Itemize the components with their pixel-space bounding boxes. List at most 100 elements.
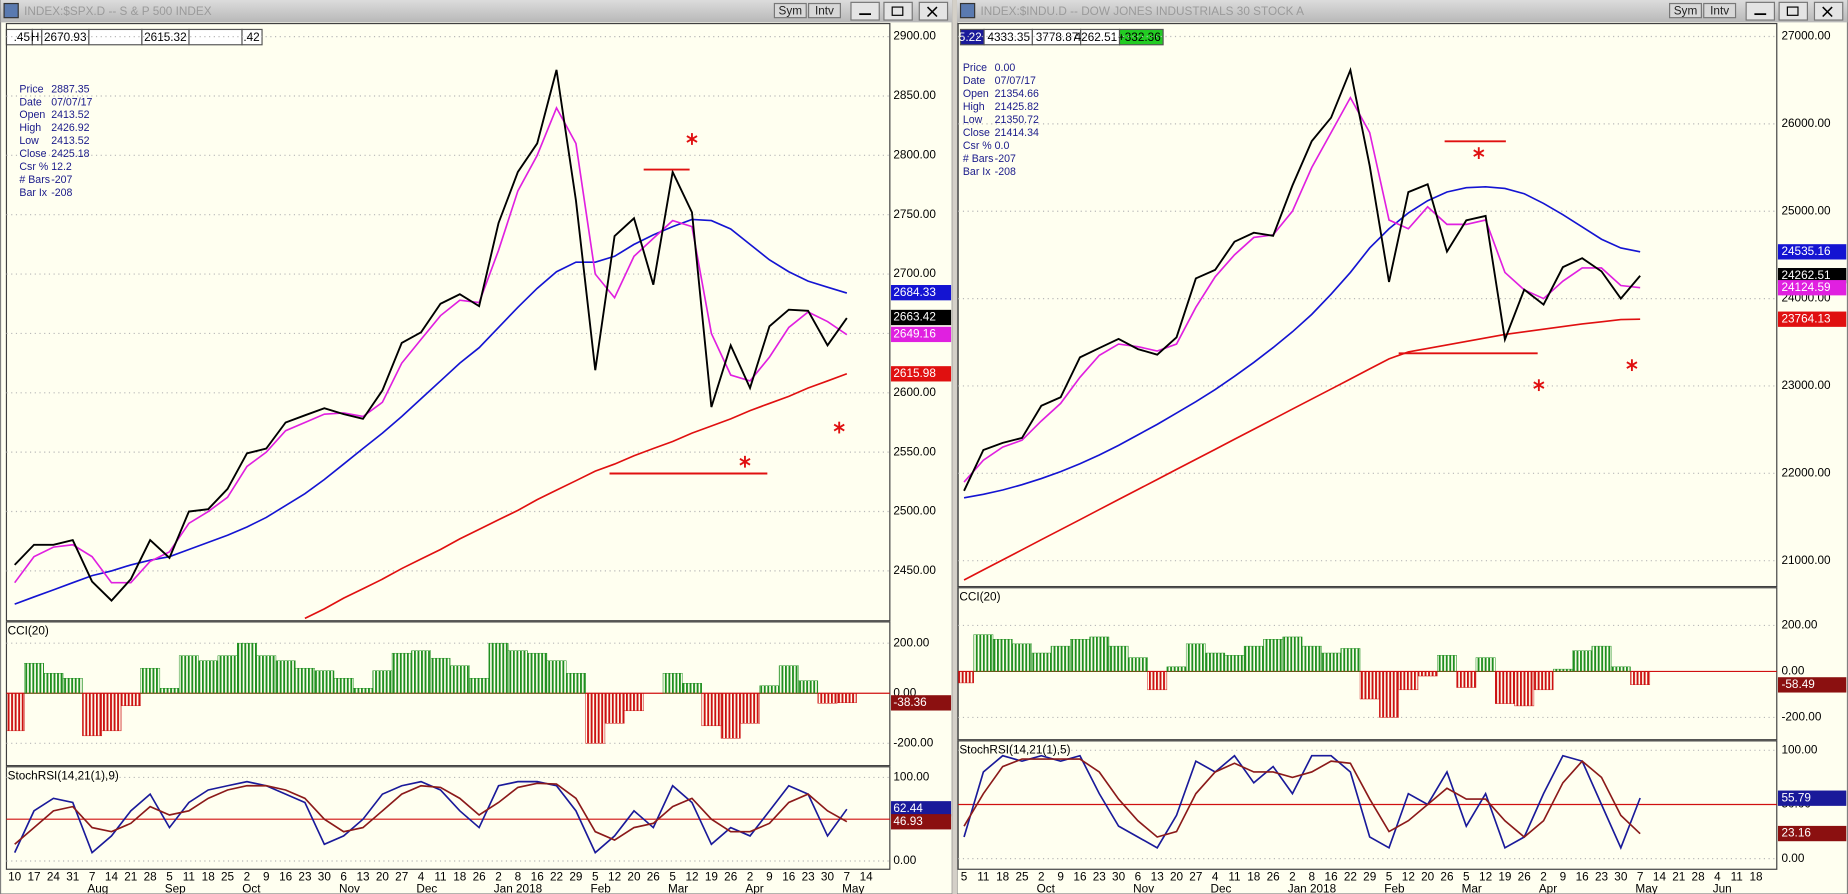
y-tick-label: -200.00 bbox=[1781, 711, 1821, 724]
info-value: 21350.72 bbox=[995, 114, 1039, 126]
date-label: 5 bbox=[592, 871, 599, 884]
info-value: 2425.18 bbox=[51, 148, 89, 160]
date-label: 21 bbox=[1672, 871, 1685, 884]
toolbar-button[interactable] bbox=[773, 2, 807, 19]
toolbar-button-label[interactable]: Intv bbox=[815, 4, 834, 17]
annotation-star bbox=[1533, 379, 1545, 392]
toolbar-button-label[interactable]: Sym bbox=[779, 4, 803, 17]
info-label: High bbox=[19, 122, 41, 134]
date-label: 12 bbox=[1479, 871, 1492, 884]
date-label: 29 bbox=[569, 871, 582, 884]
stoch-panel: 100.0050.000.00StochRSI(14,21(1),9)62.44… bbox=[5, 766, 952, 870]
value-tag bbox=[891, 326, 952, 343]
date-label: 6 bbox=[340, 871, 347, 884]
date-label: 26 bbox=[724, 871, 738, 884]
cci-bar bbox=[507, 650, 528, 694]
info-value: 2887.35 bbox=[51, 83, 89, 95]
value-tag-label: -38.36 bbox=[893, 696, 927, 709]
annotation-star bbox=[739, 455, 751, 468]
cci-bar bbox=[701, 693, 722, 727]
date-label: 6 bbox=[1135, 871, 1142, 884]
toolbar-button-label[interactable]: Sym bbox=[1674, 4, 1698, 17]
info-label: Date bbox=[19, 96, 41, 108]
star-stroke bbox=[1473, 149, 1485, 157]
date-label: 20 bbox=[627, 871, 641, 884]
y-tick-label: 0.00 bbox=[893, 854, 916, 867]
date-label: 5 bbox=[961, 871, 968, 884]
value-tag bbox=[1777, 244, 1847, 260]
cci-bar bbox=[178, 655, 199, 694]
cci-bar bbox=[1417, 671, 1438, 677]
panel-frame bbox=[957, 22, 1778, 588]
month-label: May bbox=[1635, 882, 1657, 894]
star-stroke bbox=[833, 423, 845, 432]
value-tag bbox=[891, 814, 952, 830]
window-background bbox=[0, 0, 953, 894]
max-glyph bbox=[1786, 6, 1799, 16]
info-box: Price 2887.35 Date 07/07/17 Open 2413.52 High 2… bbox=[19, 83, 92, 199]
plot-area bbox=[14, 69, 848, 620]
date-label: 2 bbox=[747, 871, 754, 884]
star-stroke bbox=[1533, 381, 1545, 389]
cci-bar bbox=[372, 670, 393, 694]
cci-bar bbox=[759, 685, 780, 694]
month-label: May bbox=[842, 882, 864, 894]
info-label: Low bbox=[963, 114, 983, 126]
toolbar-button-label[interactable]: Intv bbox=[1710, 4, 1729, 17]
cci-bar bbox=[1282, 636, 1303, 672]
cci-bar bbox=[217, 655, 238, 694]
month-label: Oct bbox=[1037, 882, 1056, 894]
plot-area bbox=[6, 642, 857, 744]
date-label: 11 bbox=[977, 871, 989, 884]
toolbar-button[interactable] bbox=[1669, 2, 1702, 19]
annotation-star bbox=[686, 133, 698, 145]
maximize-button[interactable] bbox=[883, 1, 913, 21]
y-tick-label: 26000.00 bbox=[1781, 117, 1831, 130]
plot-area bbox=[958, 634, 1651, 718]
toolbar-button[interactable] bbox=[807, 2, 841, 19]
price-line bbox=[304, 372, 848, 620]
minimize-button[interactable] bbox=[1745, 1, 1776, 21]
date-label: 2 bbox=[1540, 871, 1547, 884]
cci-bar bbox=[1630, 671, 1651, 685]
cci-bar bbox=[778, 665, 799, 694]
date-label: 23 bbox=[802, 871, 816, 884]
month-label: Jan 2018 bbox=[1288, 882, 1337, 894]
header-value: 3778.87 bbox=[1036, 31, 1079, 44]
cci-bar bbox=[1359, 671, 1380, 700]
cci-bar bbox=[1572, 650, 1593, 672]
value-tag bbox=[891, 695, 952, 711]
panel-label: CCI(20) bbox=[8, 624, 49, 637]
info-value: 12.2 bbox=[51, 161, 72, 173]
date-label: 19 bbox=[1498, 871, 1511, 884]
month-label: Apr bbox=[1539, 882, 1557, 894]
y-tick-label: 100.00 bbox=[1781, 743, 1817, 756]
info-label: Open bbox=[19, 109, 45, 121]
info-value: -208 bbox=[51, 187, 72, 199]
toolbar-button[interactable] bbox=[1703, 2, 1737, 19]
date-label: 13 bbox=[1151, 871, 1165, 884]
month-label: Dec bbox=[416, 882, 437, 894]
info-label: Open bbox=[963, 88, 989, 100]
info-label: Price bbox=[19, 83, 43, 95]
cci-bar bbox=[140, 667, 161, 694]
info-label: # Bars bbox=[963, 153, 994, 165]
info-label: Bar Ix bbox=[963, 166, 991, 178]
window-background bbox=[956, 0, 1848, 894]
minimize-button[interactable] bbox=[850, 1, 880, 21]
date-label: 2 bbox=[244, 871, 251, 884]
cci-bar bbox=[24, 662, 44, 694]
cci-bar bbox=[624, 693, 644, 712]
cci-bar bbox=[101, 693, 122, 732]
maximize-button[interactable] bbox=[1778, 1, 1808, 21]
cci-bar bbox=[527, 652, 548, 694]
price-line bbox=[963, 185, 1641, 499]
cci-bar bbox=[1263, 639, 1284, 672]
date-label: 16 bbox=[531, 871, 545, 884]
cci-bar bbox=[1533, 671, 1554, 691]
window-title: INDEX:$INDU.D -- DOW JONES INDUSTRIALS 3… bbox=[981, 5, 1305, 18]
y-tick-label: 23000.00 bbox=[1781, 379, 1831, 392]
cci-bar bbox=[1012, 643, 1032, 672]
value-tag bbox=[1777, 677, 1847, 693]
